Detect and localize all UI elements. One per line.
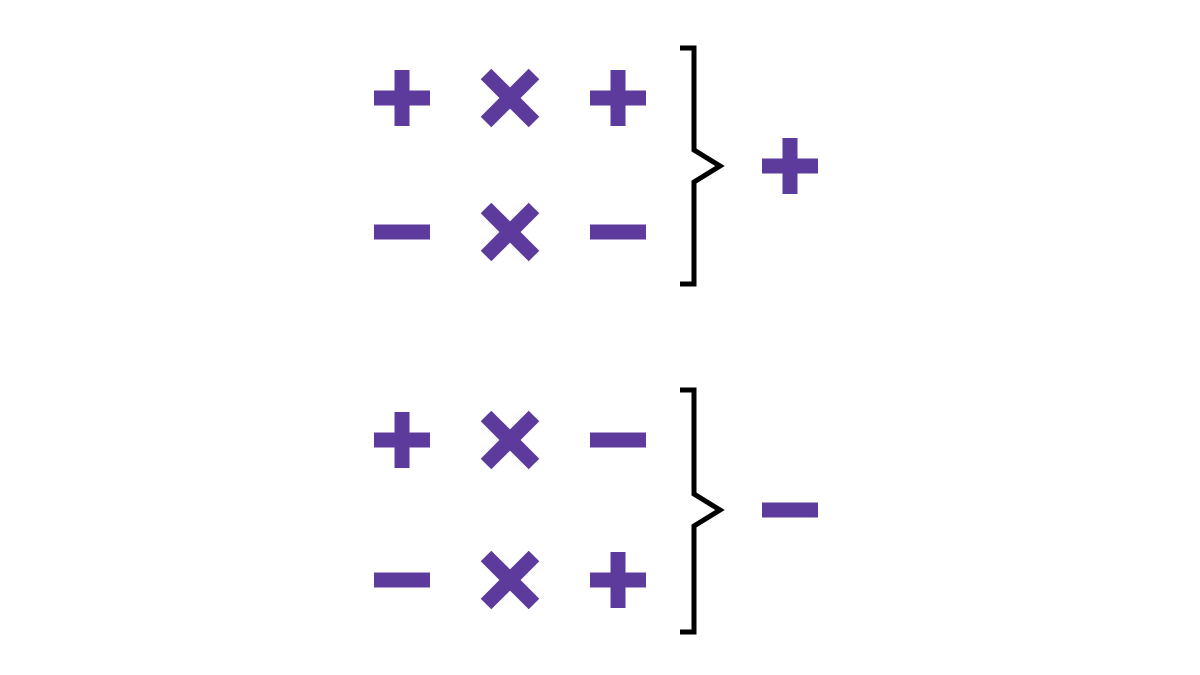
curly-bracket-icon (680, 48, 720, 284)
row-2 (374, 208, 646, 256)
times-icon (486, 74, 534, 122)
times-icon (486, 556, 534, 604)
group-mixed-signs (374, 390, 818, 632)
plus-icon (374, 70, 430, 126)
group-same-signs (374, 48, 818, 284)
times-icon (486, 208, 534, 256)
row-1 (374, 70, 646, 126)
result-plus-icon (762, 138, 818, 194)
plus-icon (590, 552, 646, 608)
sign-rules-diagram (0, 0, 1200, 675)
row-1 (374, 412, 646, 468)
plus-icon (590, 70, 646, 126)
plus-icon (374, 412, 430, 468)
row-2 (374, 552, 646, 608)
times-icon (486, 416, 534, 464)
curly-bracket-icon (680, 390, 720, 632)
